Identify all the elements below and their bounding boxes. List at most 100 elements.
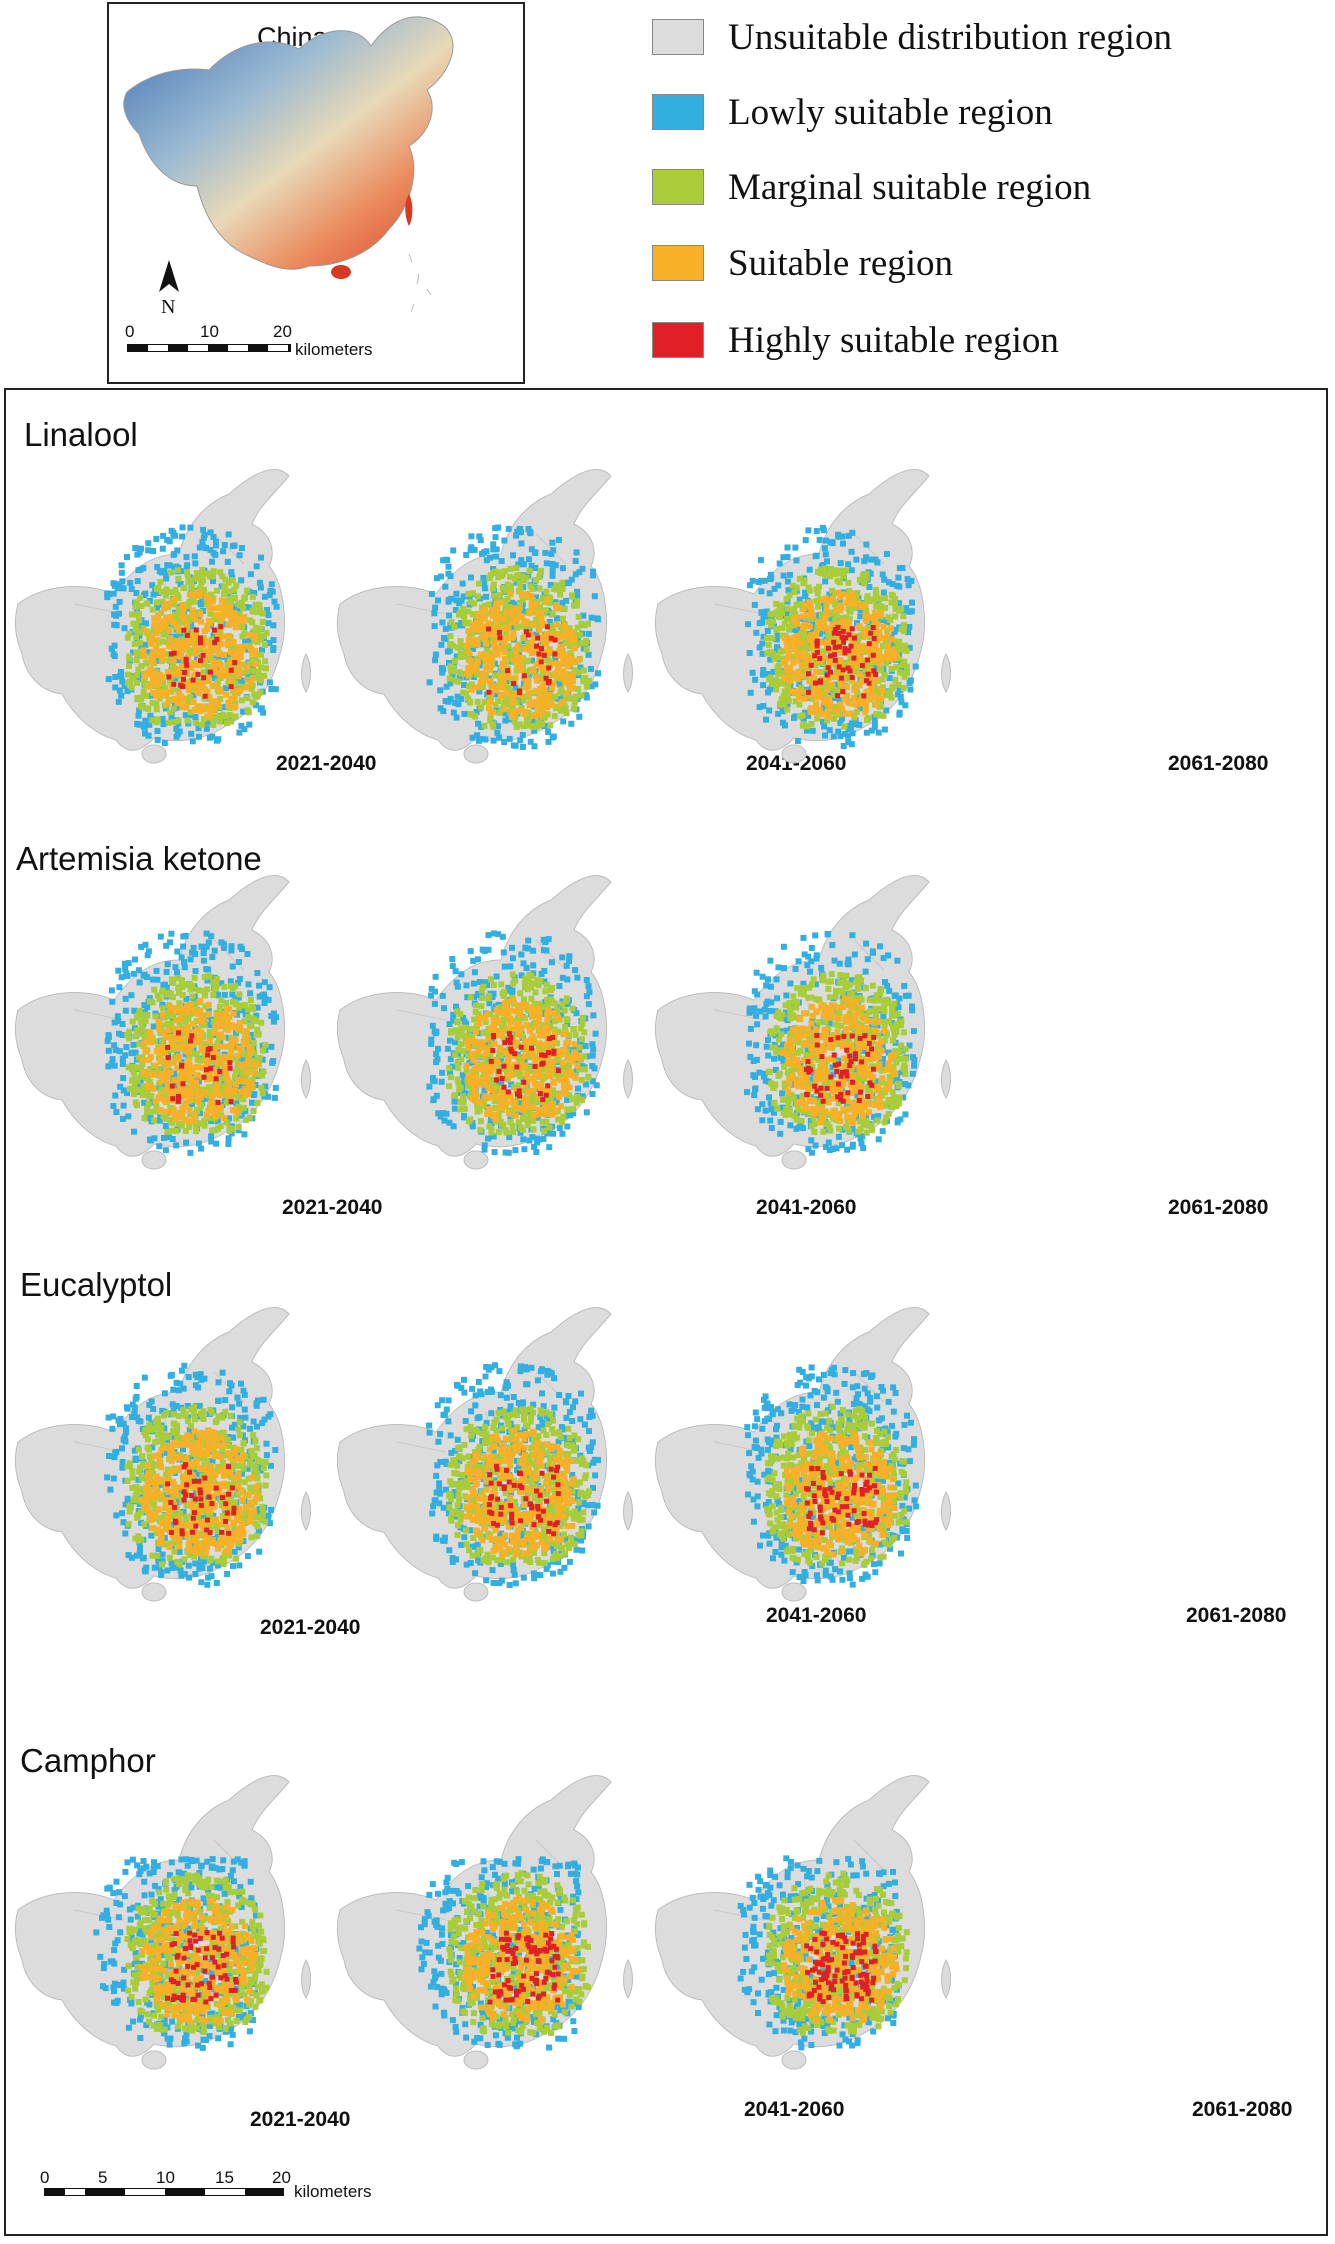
highly-suitable-cell [535, 635, 541, 641]
suitable-cell [177, 1088, 184, 1095]
marginal-suitable-cell [183, 982, 190, 988]
marginal-suitable-cell [249, 656, 256, 663]
lowly-suitable-cell [746, 582, 753, 589]
marginal-suitable-cell [259, 1090, 266, 1097]
marginal-suitable-cell [201, 1118, 208, 1125]
marginal-suitable-cell [241, 595, 248, 602]
lowly-suitable-cell [142, 941, 149, 948]
marginal-suitable-cell [137, 1073, 144, 1080]
lowly-suitable-cell [115, 967, 122, 974]
lowly-suitable-cell [151, 1135, 158, 1142]
marginal-suitable-cell [164, 1013, 171, 1020]
suitable-cell [197, 707, 204, 714]
marginal-suitable-cell [217, 695, 224, 702]
suitable-cell [223, 691, 230, 698]
marginal-suitable-cell [260, 633, 267, 640]
suitable-cell [187, 1092, 194, 1099]
suitable-cell [843, 684, 850, 690]
highly-suitable-cell [181, 676, 186, 682]
suitable-cell [798, 662, 805, 669]
suitable-cell [470, 622, 477, 629]
lowly-suitable-cell [144, 952, 151, 959]
marginal-suitable-cell [844, 698, 851, 705]
suitable-cell [174, 1065, 181, 1071]
lowly-suitable-cell [261, 979, 268, 986]
marginal-suitable-cell [511, 718, 518, 725]
marginal-suitable-cell [146, 1078, 153, 1085]
marginal-suitable-cell [202, 1003, 209, 1010]
highly-suitable-cell [814, 638, 820, 644]
suitable-cell [234, 1025, 241, 1032]
lowly-suitable-cell [163, 968, 170, 975]
lowly-suitable-cell [119, 1060, 126, 1067]
lowly-suitable-cell [246, 604, 253, 611]
marginal-suitable-cell [522, 668, 529, 675]
suitable-cell [493, 600, 500, 607]
marginal-suitable-cell [538, 567, 545, 574]
lowly-suitable-cell [157, 933, 164, 940]
suitable-cell [482, 606, 489, 613]
suitable-cell [867, 653, 874, 660]
suitable-cell [571, 636, 578, 643]
lowly-suitable-cell [145, 547, 152, 554]
marginal-suitable-cell [233, 1001, 240, 1008]
suitable-cell [230, 639, 237, 645]
lowly-suitable-cell [476, 533, 483, 540]
lowly-suitable-cell [826, 727, 833, 734]
legend-label-unsuitable: Unsuitable distribution region [728, 16, 1172, 58]
marginal-suitable-cell [257, 625, 264, 632]
lowly-suitable-cell [481, 585, 488, 592]
lowly-suitable-cell [589, 1078, 596, 1085]
marginal-suitable-cell [186, 1123, 193, 1130]
marginal-suitable-cell [457, 650, 464, 657]
highly-suitable-cell [832, 652, 837, 658]
lowly-suitable-cell [191, 553, 198, 560]
lowly-suitable-cell [221, 945, 227, 951]
suitable-cell [142, 1048, 149, 1055]
lowly-suitable-cell [261, 593, 268, 600]
lowly-suitable-cell [572, 558, 579, 564]
suitable-cell [210, 658, 217, 665]
lowly-suitable-cell [547, 1018, 554, 1024]
marginal-suitable-cell [575, 669, 582, 676]
marginal-suitable-cell [213, 976, 220, 982]
lowly-suitable-cell [171, 1070, 178, 1077]
lowly-suitable-cell [273, 603, 280, 610]
marginal-suitable-cell [491, 592, 497, 599]
marginal-suitable-cell [519, 596, 526, 603]
lowly-suitable-cell [122, 1007, 129, 1014]
lowly-suitable-cell [548, 551, 555, 557]
marginal-suitable-cell [487, 712, 494, 719]
lowly-suitable-cell [856, 721, 863, 728]
suitable-cell [152, 1098, 159, 1105]
lowly-suitable-cell [112, 1092, 119, 1099]
lowly-suitable-cell [105, 676, 112, 683]
marginal-suitable-cell [847, 608, 854, 614]
marginal-suitable-cell [532, 607, 539, 613]
marginal-suitable-cell [157, 578, 164, 585]
marginal-suitable-cell [219, 573, 226, 580]
suitable-cell [481, 623, 488, 630]
lowly-suitable-cell [144, 649, 151, 656]
lowly-suitable-cell [140, 972, 147, 979]
marginal-suitable-cell [226, 1125, 233, 1132]
period-camphor-2041-2060: 2041-2060 [744, 2098, 845, 2121]
lowly-suitable-cell [214, 1118, 221, 1125]
marginal-suitable-cell [555, 1116, 562, 1123]
highly-suitable-cell [866, 680, 872, 686]
marginal-suitable-cell [171, 1054, 178, 1061]
suitable-cell [804, 654, 811, 661]
suitable-cell [209, 598, 216, 605]
suitable-cell [225, 1091, 232, 1098]
marginal-suitable-cell [557, 591, 564, 598]
marginal-suitable-cell [529, 689, 536, 696]
lowly-suitable-cell [266, 679, 273, 686]
lowly-suitable-cell [173, 1142, 180, 1149]
highly-suitable-cell [228, 1099, 234, 1105]
suitable-cell [207, 711, 214, 718]
marginal-suitable-cell [880, 684, 886, 691]
lowly-suitable-cell [470, 674, 477, 680]
legend-label-highly: Highly suitable region [728, 319, 1059, 361]
marginal-suitable-cell [833, 612, 840, 619]
lowly-suitable-cell [443, 1110, 450, 1117]
